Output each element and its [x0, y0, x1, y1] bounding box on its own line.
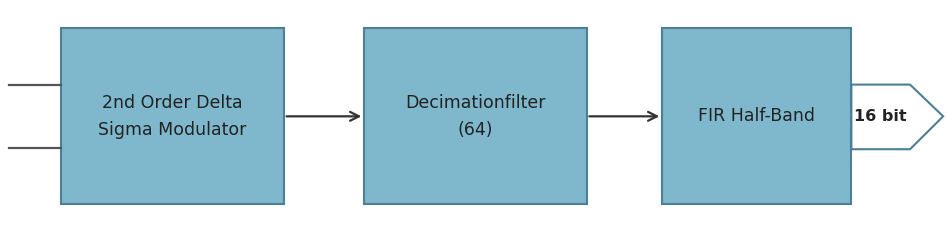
Text: 16 bit: 16 bit	[854, 109, 907, 124]
Bar	[364, 28, 587, 204]
Text: FIR Half-Band: FIR Half-Band	[698, 107, 815, 125]
Text: Decimationfilter
(64): Decimationfilter (64)	[405, 94, 546, 138]
Text: 2nd Order Delta
Sigma Modulator: 2nd Order Delta Sigma Modulator	[98, 94, 247, 138]
Bar	[662, 28, 851, 204]
Bar	[61, 28, 284, 204]
Polygon shape	[851, 85, 943, 149]
